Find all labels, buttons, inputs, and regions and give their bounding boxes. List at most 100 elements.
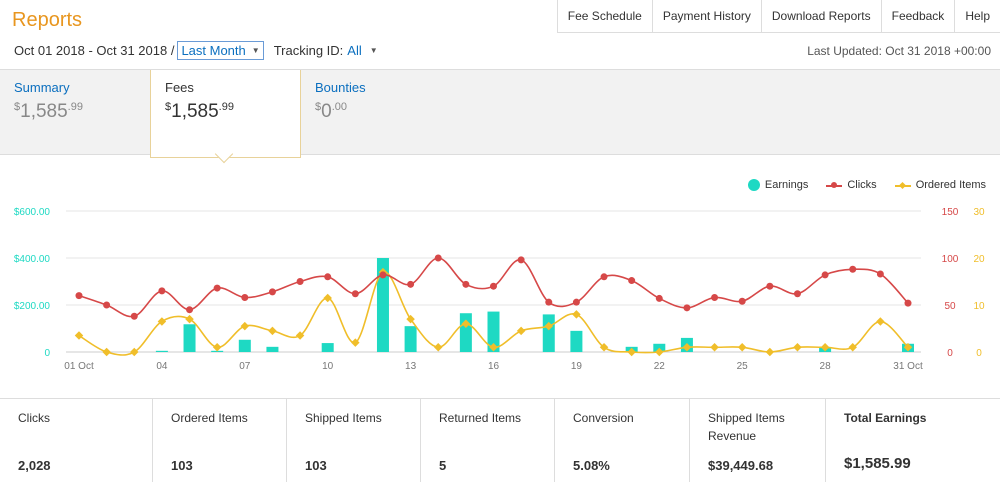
help-link[interactable]: Help	[954, 0, 1000, 32]
earnings-bar	[183, 324, 196, 352]
stat-ordered-items: Ordered Items 103	[152, 399, 286, 482]
earnings-bar	[542, 314, 555, 352]
ordered-items-point	[710, 343, 719, 352]
earnings-bar	[238, 339, 251, 352]
earnings-bar	[321, 343, 334, 352]
x-tick-label: 13	[405, 361, 417, 372]
date-range-select-value: Last Month	[181, 43, 246, 58]
ordered-items-point	[406, 314, 415, 324]
tracking-id-value: All	[347, 43, 362, 58]
stat-label: Returned Items	[439, 411, 522, 425]
stat-returned-items: Returned Items 5	[420, 399, 554, 482]
legend-ordered-items[interactable]: Ordered Items	[894, 179, 986, 191]
y-left-tick-label: $200.00	[14, 301, 51, 312]
y-right-ordered-tick-label: 20	[973, 254, 985, 265]
ordered-items-point	[765, 347, 775, 357]
clicks-point	[434, 254, 442, 262]
clicks-point	[379, 271, 387, 279]
earnings-bar	[404, 326, 417, 352]
chevron-down-icon: ▼	[251, 46, 260, 55]
clicks-point	[103, 301, 111, 309]
x-tick-label: 19	[571, 361, 583, 372]
payment-history-link[interactable]: Payment History	[651, 0, 761, 32]
stat-value: $1,585.99	[844, 455, 911, 472]
clicks-point	[904, 299, 912, 307]
clicks-point	[821, 271, 829, 279]
ordered-items-point	[516, 326, 526, 336]
stat-label: Ordered Items	[171, 411, 248, 425]
clicks-point	[351, 290, 359, 298]
stat-label: Shipped Items Revenue	[708, 411, 785, 443]
ordered-items-point	[461, 319, 471, 329]
stat-label: Conversion	[573, 411, 634, 425]
stat-value: 103	[305, 458, 327, 473]
x-tick-label: 10	[322, 361, 334, 372]
x-tick-label: 25	[737, 361, 749, 372]
legend-clicks[interactable]: Clicks	[826, 179, 877, 191]
tab-summary-amount: $1,585.99	[14, 101, 83, 122]
stat-label: Shipped Items	[305, 411, 382, 425]
earnings-bar	[376, 258, 389, 352]
stat-label: Total Earnings	[844, 411, 927, 425]
date-range-text: Oct 01 2018 - Oct 31 2018 /	[14, 43, 175, 58]
download-reports-link[interactable]: Download Reports	[760, 0, 881, 32]
tracking-id-select[interactable]: All ▼	[347, 43, 377, 58]
stat-shipped-items-revenue: Shipped Items Revenue $39,449.68	[689, 399, 825, 482]
ordered-items-point	[74, 331, 84, 340]
ordered-items-point	[130, 347, 139, 357]
y-left-tick-label: 0	[44, 348, 50, 359]
x-tick-label: 31 Oct	[893, 361, 923, 372]
legend-earnings[interactable]: Earnings	[747, 179, 808, 191]
ordered-items-point	[323, 293, 332, 303]
summary-stats: Clicks 2,028 Ordered Items 103 Shipped I…	[0, 398, 1000, 482]
clicks-point	[241, 293, 249, 301]
stat-conversion: Conversion 5.08%	[554, 399, 689, 482]
ordered-items-point	[102, 347, 111, 357]
y-right-clicks-tick-label: 150	[942, 207, 959, 218]
stat-value: $39,449.68	[708, 458, 774, 473]
ordered-items-swatch-icon	[894, 181, 911, 189]
clicks-point	[572, 298, 580, 306]
clicks-point	[517, 256, 525, 264]
last-updated: Last Updated: Oct 31 2018 +00:00	[807, 44, 991, 58]
report-tabs: Summary $1,585.99 Fees $1,585.99 Bountie…	[0, 69, 1000, 158]
ordered-items-point	[295, 331, 305, 340]
ordered-items-point	[489, 343, 498, 352]
stat-value: 103	[171, 458, 193, 473]
clicks-point	[876, 270, 884, 278]
tab-fees-label: Fees	[165, 80, 194, 95]
clicks-point	[75, 292, 83, 300]
ordered-items-point	[627, 347, 636, 357]
x-tick-label: 01 Oct	[64, 361, 94, 372]
feedback-link[interactable]: Feedback	[880, 0, 955, 32]
ordered-items-point	[157, 317, 167, 326]
y-right-ordered-tick-label: 30	[973, 207, 985, 218]
stat-clicks: Clicks 2,028	[0, 399, 152, 482]
earnings-bar	[266, 346, 279, 352]
clicks-point	[628, 277, 636, 285]
ordered-items-point	[240, 321, 250, 331]
fee-schedule-link[interactable]: Fee Schedule	[556, 0, 652, 32]
tab-bounties-label: Bounties	[315, 80, 366, 95]
earnings-swatch-icon	[747, 179, 760, 191]
report-filters: Oct 01 2018 - Oct 31 2018 / Last Month ▼…	[14, 41, 378, 60]
tab-summary[interactable]: Summary $1,585.99	[0, 70, 150, 156]
earnings-chart: 0 0 0 $200.00 50 10 $400.00 100 20 $600.00 150 30 01…	[14, 207, 985, 372]
clicks-point	[296, 278, 304, 285]
ordered-items-point	[876, 317, 885, 326]
earnings-bar	[459, 313, 472, 352]
date-range-select[interactable]: Last Month ▼	[177, 41, 264, 60]
ordered-items-point	[737, 343, 747, 352]
y-left-tick-label: $600.00	[14, 207, 51, 218]
earnings-bar	[570, 330, 583, 352]
ordered-items-point	[212, 343, 222, 352]
clicks-point	[711, 293, 719, 301]
clicks-point	[186, 306, 194, 314]
y-right-ordered-tick-label: 10	[973, 301, 985, 312]
y-right-clicks-tick-label: 100	[942, 254, 959, 265]
x-tick-label: 28	[820, 361, 832, 372]
tab-fees[interactable]: Fees $1,585.99	[150, 70, 301, 158]
ordered-items-point	[655, 347, 664, 357]
tracking-id-label: Tracking ID:	[273, 43, 344, 58]
tab-bounties[interactable]: Bounties $0.00	[301, 70, 451, 156]
